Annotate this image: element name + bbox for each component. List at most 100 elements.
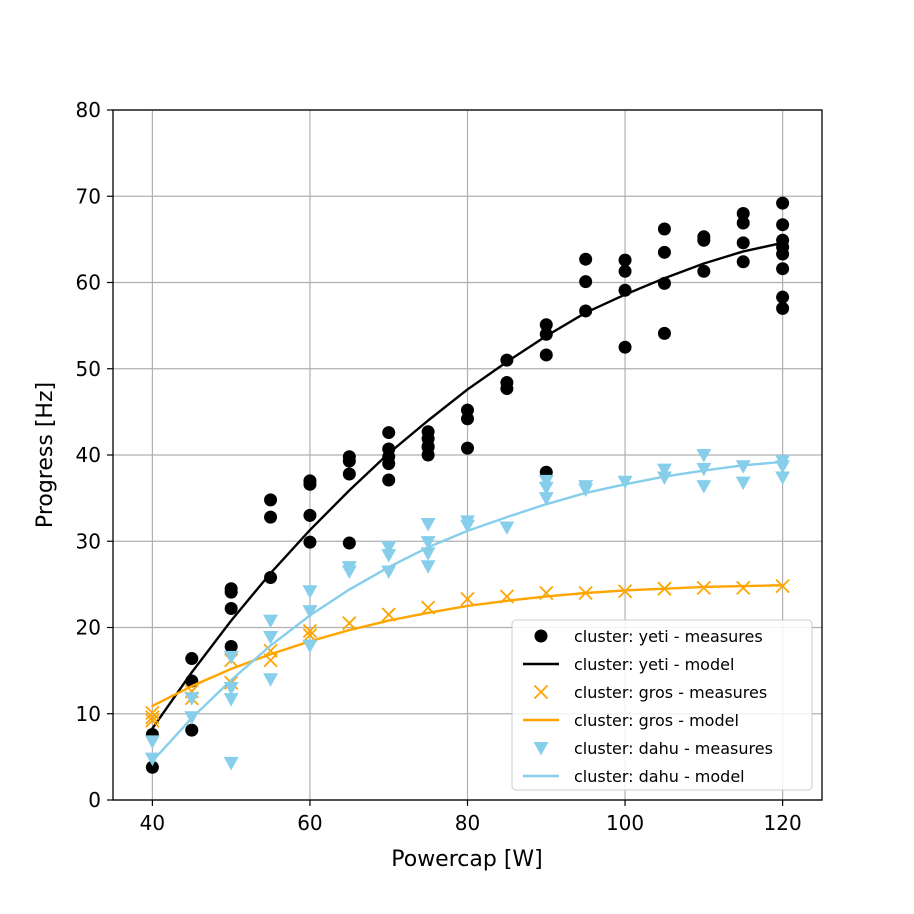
cluster-yeti-measures-point — [776, 247, 790, 261]
x-tick-label: 120 — [764, 811, 802, 835]
cluster-yeti-measures-point — [736, 216, 750, 230]
legend-cluster-yeti-model-label: cluster: yeti - model — [574, 655, 734, 674]
cluster-yeti-measures-point — [303, 535, 317, 549]
legend-cluster-dahu-model-label: cluster: dahu - model — [574, 767, 745, 786]
cluster-dahu-measures-point — [656, 463, 672, 478]
cluster-yeti-measures-point — [303, 508, 317, 522]
cluster-dahu-measures-point — [223, 650, 239, 665]
legend-cluster-gros-measures-swatch — [533, 684, 549, 700]
cluster-dahu-measures-point — [538, 481, 554, 496]
legend-cluster-yeti-measures-label: cluster: yeti - measures — [574, 627, 763, 646]
cluster-dahu-measures-point — [775, 471, 791, 485]
cluster-dahu-measures-point — [184, 692, 200, 706]
y-tick-label: 20 — [76, 616, 101, 640]
cluster-yeti-measures-point — [579, 275, 593, 289]
y-tick-label: 60 — [76, 271, 101, 295]
legend-cluster-gros-measures-label: cluster: gros - measures — [574, 683, 767, 702]
cluster-dahu-measures-point — [381, 549, 397, 563]
cluster-dahu-measures-point — [263, 614, 279, 629]
cluster-yeti-measures-point — [145, 760, 159, 774]
cluster-dahu-measures-point — [696, 449, 712, 463]
cluster-dahu-measures-point — [263, 631, 279, 645]
cluster-dahu-model-series — [151, 460, 784, 763]
cluster-gros-measures-point — [736, 580, 751, 595]
cluster-dahu-measures-point — [302, 585, 318, 599]
cluster-dahu-measures-point — [381, 541, 397, 555]
cluster-yeti-measures-point — [264, 570, 278, 584]
cluster-yeti-measures-series — [145, 196, 790, 774]
cluster-gros-measures-point — [302, 623, 318, 639]
cluster-dahu-measures-point — [223, 693, 239, 707]
cluster-dahu-measures-point — [420, 560, 436, 574]
axes-frame — [112, 109, 823, 801]
cluster-dahu-measures-point — [263, 673, 279, 687]
cluster-dahu-measures-point — [144, 735, 160, 749]
cluster-yeti-measures-point — [461, 441, 474, 455]
cluster-gros-measures-series — [145, 578, 790, 728]
x-tick-label: 80 — [455, 811, 480, 835]
legend: cluster: yeti - measures cluster: yeti - … — [511, 619, 813, 791]
cluster-yeti-measures-point — [342, 454, 356, 468]
plot-series — [144, 196, 791, 774]
cluster-yeti-measures-point — [776, 196, 790, 210]
cluster-dahu-measures-point — [538, 492, 554, 506]
cluster-gros-measures-point — [145, 710, 160, 725]
cluster-yeti-measures-point — [736, 255, 750, 269]
y-tick-label: 80 — [76, 98, 101, 122]
cluster-yeti-measures-point — [776, 290, 790, 304]
x-tick-label: 100 — [606, 811, 644, 835]
cluster-yeti-measures-point — [224, 639, 238, 653]
cluster-dahu-measures-point — [341, 565, 357, 579]
cluster-yeti-measures-point — [618, 253, 632, 267]
cluster-gros-model-series — [151, 584, 784, 708]
cluster-dahu-measures-series — [144, 449, 791, 771]
cluster-dahu-measures-point — [420, 518, 436, 532]
cluster-yeti-measures-point — [342, 467, 356, 481]
cluster-yeti-measures-point — [618, 264, 632, 278]
cluster-dahu-measures-point — [617, 475, 633, 490]
cluster-gros-measures-point — [342, 616, 357, 631]
cluster-dahu-measures-point — [302, 639, 318, 654]
legend-cluster-yeti-measures-swatch — [534, 629, 548, 643]
cluster-dahu-measures-point — [302, 605, 318, 619]
cluster-yeti-measures-point — [500, 382, 514, 396]
cluster-dahu-measures-point — [223, 756, 239, 771]
cluster-yeti-measures-point — [303, 477, 317, 491]
cluster-dahu-measures-point — [696, 480, 712, 494]
cluster-yeti-measures-point — [185, 652, 199, 666]
cluster-yeti-measures-point — [539, 318, 553, 332]
legend-box — [511, 619, 813, 791]
cluster-yeti-measures-point — [657, 222, 671, 236]
cluster-yeti-measures-point — [736, 236, 750, 250]
cluster-dahu-measures-point — [735, 460, 751, 474]
cluster-gros-measures-point — [145, 713, 160, 728]
cluster-yeti-model-line — [151, 241, 784, 730]
axis-ticks: 40 60 80 100 120 0 10 20 30 40 50 60 70 80 — [76, 98, 802, 835]
y-tick-label: 30 — [76, 529, 101, 553]
cluster-yeti-measures-point — [264, 510, 278, 524]
cluster-yeti-measures-point — [776, 218, 790, 232]
cluster-dahu-measures-point — [775, 460, 791, 474]
cluster-yeti-measures-point — [461, 412, 474, 426]
cluster-gros-model-line — [151, 584, 784, 708]
cluster-yeti-measures-point — [224, 585, 238, 599]
cluster-yeti-model-series — [151, 241, 784, 730]
cluster-yeti-measures-point — [697, 264, 711, 278]
cluster-gros-measures-point — [460, 591, 475, 607]
legend-cluster-dahu-measures-label: cluster: dahu - measures — [574, 739, 773, 758]
cluster-dahu-measures-point — [420, 547, 436, 561]
x-axis-label: Powercap [W] — [391, 847, 543, 872]
y-tick-label: 50 — [76, 357, 101, 381]
cluster-yeti-measures-point — [421, 448, 435, 462]
cluster-yeti-measures-point — [382, 457, 396, 471]
cluster-yeti-measures-point — [657, 245, 671, 259]
cluster-yeti-measures-point — [736, 207, 750, 220]
cluster-yeti-measures-point — [224, 602, 238, 616]
cluster-yeti-measures-point — [539, 348, 553, 362]
cluster-dahu-measures-point — [499, 521, 515, 535]
cluster-dahu-measures-point — [420, 536, 436, 550]
y-tick-label: 40 — [76, 443, 101, 467]
cluster-yeti-measures-point — [342, 536, 356, 550]
legend-cluster-gros-model-label: cluster: gros - model — [574, 711, 739, 730]
cluster-yeti-measures-point — [776, 262, 790, 276]
